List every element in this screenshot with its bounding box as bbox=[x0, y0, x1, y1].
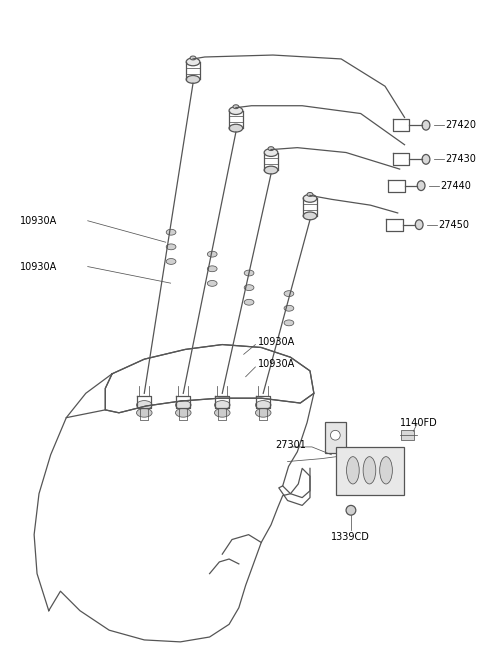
Ellipse shape bbox=[207, 280, 217, 286]
Ellipse shape bbox=[284, 305, 294, 311]
Ellipse shape bbox=[136, 409, 152, 417]
Ellipse shape bbox=[284, 291, 294, 297]
Ellipse shape bbox=[415, 220, 423, 229]
Ellipse shape bbox=[307, 193, 313, 196]
Text: 27301: 27301 bbox=[275, 440, 306, 450]
Ellipse shape bbox=[166, 229, 176, 235]
Ellipse shape bbox=[207, 252, 217, 257]
Text: 10930A: 10930A bbox=[258, 359, 296, 369]
Text: 27430: 27430 bbox=[445, 155, 476, 164]
Ellipse shape bbox=[264, 149, 278, 157]
Ellipse shape bbox=[244, 270, 254, 276]
Circle shape bbox=[330, 430, 340, 440]
FancyBboxPatch shape bbox=[324, 422, 346, 453]
Ellipse shape bbox=[244, 285, 254, 291]
Ellipse shape bbox=[422, 155, 430, 164]
Ellipse shape bbox=[215, 409, 230, 417]
Ellipse shape bbox=[136, 401, 152, 409]
Ellipse shape bbox=[244, 299, 254, 305]
Ellipse shape bbox=[207, 266, 217, 272]
Ellipse shape bbox=[186, 58, 200, 66]
Ellipse shape bbox=[347, 457, 359, 484]
Text: 10930A: 10930A bbox=[20, 215, 57, 226]
Ellipse shape bbox=[176, 409, 191, 417]
Text: 1140FD: 1140FD bbox=[400, 417, 437, 428]
Ellipse shape bbox=[255, 401, 271, 409]
Ellipse shape bbox=[233, 105, 239, 109]
Ellipse shape bbox=[166, 244, 176, 250]
Ellipse shape bbox=[229, 124, 243, 132]
Ellipse shape bbox=[363, 457, 376, 484]
Ellipse shape bbox=[215, 401, 230, 409]
Ellipse shape bbox=[176, 401, 191, 409]
Ellipse shape bbox=[303, 212, 317, 220]
Ellipse shape bbox=[380, 457, 392, 484]
Ellipse shape bbox=[303, 195, 317, 202]
Ellipse shape bbox=[186, 75, 200, 83]
Ellipse shape bbox=[255, 409, 271, 417]
Ellipse shape bbox=[229, 107, 243, 115]
Ellipse shape bbox=[166, 259, 176, 265]
FancyBboxPatch shape bbox=[336, 447, 404, 495]
Text: 27440: 27440 bbox=[441, 181, 471, 191]
Circle shape bbox=[346, 506, 356, 515]
Ellipse shape bbox=[190, 56, 196, 60]
Ellipse shape bbox=[417, 181, 425, 191]
Text: 1339CD: 1339CD bbox=[331, 532, 370, 542]
Text: 10930A: 10930A bbox=[258, 337, 296, 346]
Text: 10930A: 10930A bbox=[20, 261, 57, 272]
Text: 27420: 27420 bbox=[445, 121, 477, 130]
Ellipse shape bbox=[268, 147, 274, 151]
Ellipse shape bbox=[284, 320, 294, 326]
Text: 27450: 27450 bbox=[439, 219, 469, 230]
Ellipse shape bbox=[422, 121, 430, 130]
FancyBboxPatch shape bbox=[401, 430, 414, 440]
Ellipse shape bbox=[264, 166, 278, 174]
